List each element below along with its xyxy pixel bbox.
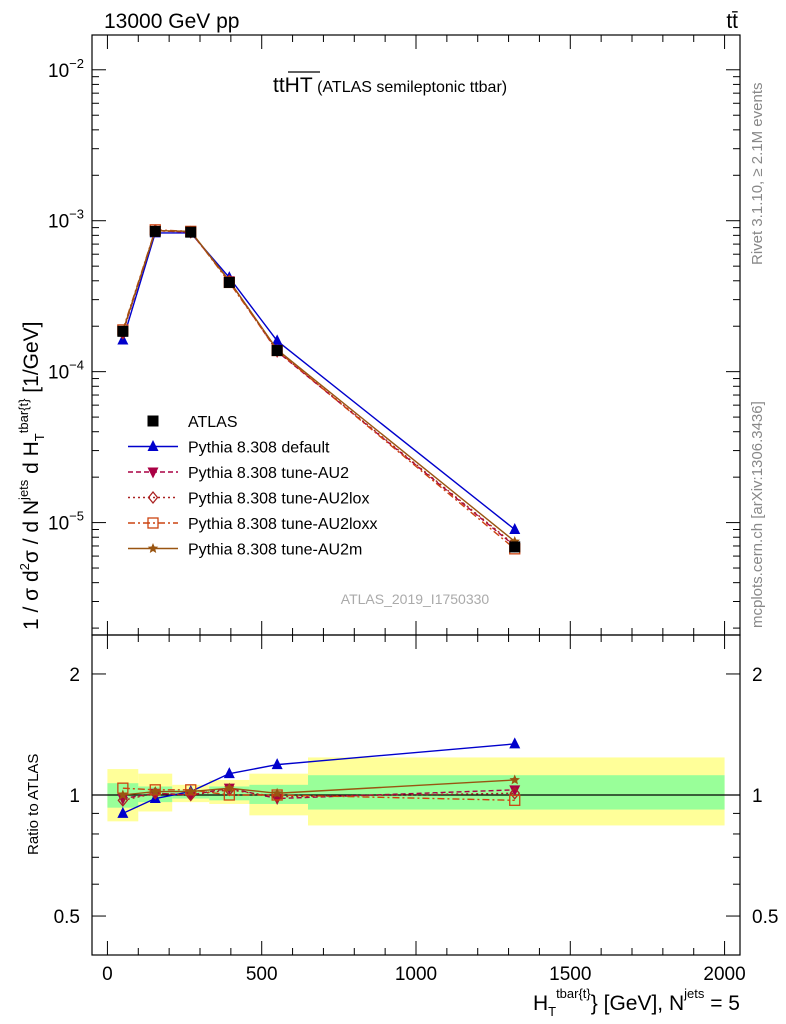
main-ytick-label: 10−2 — [48, 56, 84, 82]
plot-title-sub: (ATLAS semileptonic ttbar) — [313, 79, 507, 96]
ratio-ytick-label-left: 1 — [69, 786, 80, 807]
main-ylabel-a: 1 / σ d — [20, 570, 43, 630]
main-ylabel-g: tbar{t} — [16, 398, 31, 433]
ratio-point-pythia-8-308-tune-au2lox — [509, 786, 521, 800]
main-ylabel-h: [1/GeV] — [20, 321, 43, 398]
ratio-point-pythia-8-308-default — [223, 767, 235, 779]
xlabel-b: T — [548, 1004, 556, 1019]
point-atlas — [271, 345, 283, 357]
legend-marker-pythia-8-308-tune-au2m — [147, 543, 159, 553]
main-ytick-exp: −5 — [69, 509, 84, 524]
ratio-ytick-label-right: 0.5 — [752, 907, 778, 928]
series-line-pythia-8-308-default — [122, 232, 516, 531]
point-atlas — [509, 541, 521, 553]
ratio-point-pythia-8-308-tune-au2m — [150, 786, 161, 796]
main-ylabel-e: d H — [20, 441, 43, 480]
main-plot-marks — [117, 224, 521, 555]
main-ytick-base: 10 — [48, 61, 69, 82]
legend-label-atlas: ATLAS — [188, 414, 238, 431]
rivet-version-label: Rivet 3.1.10, ≥ 2.1M events — [749, 83, 766, 266]
legend-marker-atlas — [147, 415, 159, 427]
ratio-point-pythia-8-308-tune-au2loxx — [509, 794, 521, 806]
ratio-ytick-label-right: 2 — [752, 665, 763, 686]
main-ytick-base: 10 — [48, 363, 69, 384]
header-left-label: 13000 GeV pp — [104, 10, 239, 33]
main-panel: 10−210−310−410−5 ttHT (ATLAS semileptoni… — [16, 34, 741, 636]
point-atlas — [185, 226, 197, 238]
ratio-ytick-label-left: 0.5 — [54, 907, 80, 928]
main-ytick-label: 10−4 — [48, 358, 84, 384]
ratio-line-pythia-8-308-tune-au2m — [122, 779, 515, 796]
ratio-point-pythia-8-308-default — [271, 758, 283, 770]
xlabel-e: jets — [683, 986, 705, 1001]
legend-marker-pythia-8-308-tune-au2 — [147, 467, 159, 479]
ratio-point-pythia-8-308-tune-au2m — [271, 787, 283, 798]
ratio-point-pythia-8-308-default — [509, 737, 521, 749]
ratio-plot-marks — [92, 737, 740, 818]
main-ytick-exp: −4 — [69, 358, 84, 373]
ratio-ytick-label-left: 2 — [69, 665, 80, 686]
xlabel-f: = 5 — [704, 992, 740, 1015]
main-ytick-exp: −3 — [69, 207, 84, 222]
main-ytick-base: 10 — [48, 212, 69, 233]
ratio-line-pythia-8-308-default — [122, 743, 515, 815]
main-ylabel-b: 2 — [17, 563, 32, 570]
legend-marker-pythia-8-308-tune-au2loxx — [147, 517, 159, 529]
main-ylabel-c: σ / d N — [20, 500, 43, 563]
main-ytick-label: 10−3 — [48, 207, 84, 233]
plot-title-main: ttHT — [273, 74, 313, 97]
x-axis-label: HTtbar{t}} [GeV], Njets = 5 — [533, 986, 740, 1019]
ratio-point-pythia-8-308-tune-au2m — [117, 789, 129, 800]
main-axes: 10−210−310−410−5 — [48, 35, 740, 635]
ratio-point-pythia-8-308-tune-au2m — [185, 786, 196, 796]
legend: ATLAS Pythia 8.308 default Pythia 8.308 tu… — [128, 414, 377, 559]
ratio-point-pythia-8-308-tune-au2lox — [185, 788, 197, 802]
ratio-line-pythia-8-308-tune-au2lox — [122, 789, 515, 802]
x-tick-label: 500 — [246, 964, 278, 985]
ratio-point-pythia-8-308-tune-au2m — [509, 774, 520, 785]
legend-label-pythia-8-308-tune-au2: Pythia 8.308 tune-AU2 — [188, 465, 349, 482]
legend-label-pythia-8-308-tune-au2m: Pythia 8.308 tune-AU2m — [188, 542, 362, 559]
xlabel-d: } [GeV], N — [591, 992, 684, 1015]
ratio-point-pythia-8-308-default — [117, 806, 129, 818]
legend-marker-pythia-8-308-tune-au2lox — [147, 490, 159, 505]
point-pythia-8-308-default — [271, 334, 283, 346]
x-tick-label: 1500 — [549, 964, 591, 985]
series-line-pythia-8-308-tune-au2m — [122, 229, 516, 542]
main-ylabel: 1 / σ d2σ / d Njets d HTtbar{t} [1/GeV] — [16, 321, 47, 630]
main-ytick-base: 10 — [48, 514, 69, 535]
main-ylabel-d: jets — [16, 479, 31, 501]
ratio-point-pythia-8-308-tune-au2 — [117, 794, 129, 806]
x-tick-label: 2000 — [703, 964, 745, 985]
ratio-ylabel: Ratio to ATLAS — [25, 754, 42, 855]
ratio-panel: 0.5 0.5 1 1 2 2 0 500 1000 1500 2000 Ratio to ATLA… — [25, 634, 778, 1019]
ratio-ytick-label-right: 1 — [752, 786, 763, 807]
point-atlas — [149, 225, 161, 237]
series-line-pythia-8-308-tune-au2lox — [122, 229, 516, 546]
legend-marker-pythia-8-308-default — [147, 440, 159, 451]
plot-title: ttHT (ATLAS semileptonic ttbar) — [273, 74, 507, 97]
ratio-point-pythia-8-308-tune-au2m — [224, 782, 235, 793]
xlabel-c: tbar{t} — [556, 986, 591, 1001]
legend-label-pythia-8-308-tune-au2lox: Pythia 8.308 tune-AU2lox — [188, 491, 369, 508]
main-ytick-label: 10−5 — [48, 509, 84, 535]
mcplots-label: mcplots.cern.ch [arXiv:1306.3436] — [749, 401, 766, 628]
xlabel-a: H — [533, 992, 548, 1015]
point-pythia-8-308-default — [509, 522, 521, 534]
x-tick-label: 1000 — [395, 964, 437, 985]
legend-label-pythia-8-308-tune-au2loxx: Pythia 8.308 tune-AU2loxx — [188, 516, 377, 533]
analysis-watermark: ATLAS_2019_I1750330 — [341, 591, 490, 607]
header-right-label: tt̄ — [726, 10, 738, 33]
ratio-point-pythia-8-308-tune-au2 — [509, 785, 521, 797]
ratio-axes: 0.5 0.5 1 1 2 2 0 500 1000 1500 2000 — [54, 635, 778, 985]
point-atlas — [117, 325, 129, 337]
point-atlas — [223, 276, 235, 288]
main-ytick-exp: −2 — [69, 56, 84, 71]
main-ylabel-f: T — [32, 433, 47, 441]
x-tick-label: 0 — [102, 964, 113, 985]
legend-label-pythia-8-308-default: Pythia 8.308 default — [188, 440, 330, 457]
